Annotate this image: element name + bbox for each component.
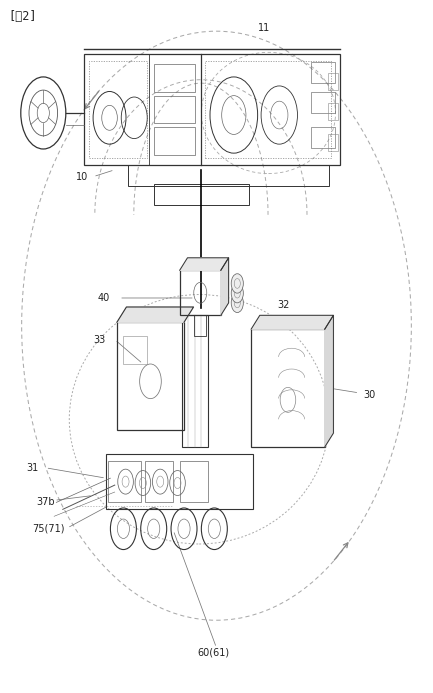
Polygon shape [325, 315, 333, 447]
Bar [154, 64, 195, 92]
Text: 33: 33 [93, 335, 105, 344]
Text: 40: 40 [97, 293, 110, 303]
Text: 75(71): 75(71) [32, 523, 65, 533]
Polygon shape [180, 258, 229, 270]
Bar [251, 329, 325, 447]
Bar [108, 461, 141, 502]
Polygon shape [251, 315, 333, 329]
Text: 60(61): 60(61) [197, 648, 229, 658]
Bar [128, 165, 329, 186]
Bar [311, 127, 335, 148]
Polygon shape [221, 258, 229, 315]
Bar [328, 73, 338, 90]
Text: 31: 31 [26, 463, 38, 473]
Bar [154, 96, 195, 123]
Bar [154, 184, 249, 205]
Circle shape [231, 283, 243, 303]
Bar [180, 270, 221, 315]
Bar [106, 454, 253, 509]
Bar [117, 322, 184, 430]
Text: 37b: 37b [37, 497, 55, 507]
Bar [180, 461, 208, 502]
Bar [145, 461, 173, 502]
Bar [182, 315, 208, 447]
Text: 10: 10 [76, 172, 88, 182]
Text: 11: 11 [258, 23, 270, 33]
Text: [図2]: [図2] [9, 10, 37, 24]
Polygon shape [117, 307, 194, 322]
Bar [328, 134, 338, 151]
Bar [311, 62, 335, 83]
Circle shape [231, 293, 243, 313]
Circle shape [231, 274, 243, 293]
Text: 32: 32 [277, 300, 290, 310]
Bar [205, 61, 331, 158]
Bar [194, 315, 207, 336]
Bar [89, 61, 147, 158]
Bar [328, 103, 338, 120]
Bar [154, 127, 195, 155]
Bar [123, 336, 147, 364]
Bar [84, 54, 340, 165]
Text: 30: 30 [364, 390, 376, 400]
Bar [311, 92, 335, 113]
